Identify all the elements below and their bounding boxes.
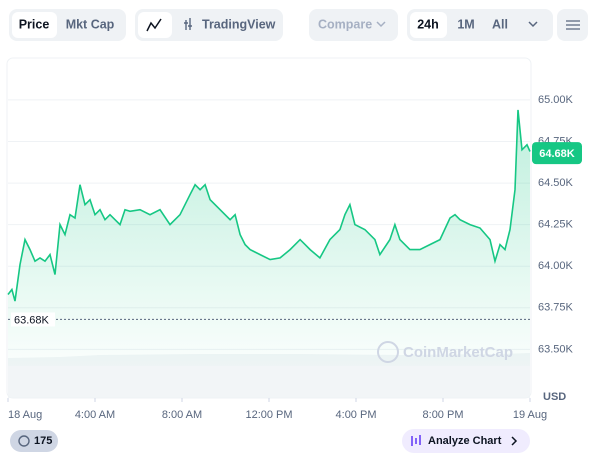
analyze-icon	[411, 435, 421, 446]
current-price-badge	[532, 142, 582, 165]
x-tick-label: 8:00 PM	[423, 409, 464, 421]
x-tick-label: 8:00 AM	[162, 409, 202, 421]
settings-icon	[566, 20, 580, 30]
compare-button[interactable]	[309, 9, 398, 41]
analyze-label[interactable]: Analyze Chart	[428, 435, 502, 447]
tradingview-label[interactable]: TradingView	[202, 17, 276, 31]
watermark-logo	[377, 341, 399, 363]
watermark: CoinMarketCap	[403, 344, 513, 361]
price-line	[7, 109, 531, 302]
x-tick-label: 19 Aug	[513, 409, 547, 421]
y-tick-label: 64.25K	[538, 219, 574, 231]
chart-type-group	[135, 9, 283, 41]
y-tick-label: 65.00K	[538, 94, 574, 106]
x-tick-label: 12:00 PM	[245, 409, 292, 421]
current-price-label: 64.68K	[539, 148, 575, 160]
range-24h[interactable]: 24h	[417, 17, 439, 31]
count-label[interactable]: 175	[34, 435, 52, 447]
range-all[interactable]: All	[492, 17, 508, 31]
price-label[interactable]: Price	[19, 17, 50, 31]
x-tick-label: 4:00 AM	[75, 409, 115, 421]
range-24h-button[interactable]	[410, 12, 447, 38]
plot: 63.50K63.75K64.00K64.25K64.50K64.75K65.0…	[7, 94, 582, 421]
price-button[interactable]	[12, 12, 57, 38]
line-icon	[146, 18, 162, 32]
y-tick-label: 64.50K	[538, 177, 574, 189]
range-chevron[interactable]	[528, 21, 538, 28]
candle-icon	[184, 18, 192, 30]
x-tick-label: 18 Aug	[8, 409, 42, 421]
analyze-chevron	[511, 436, 518, 446]
x-tick-label: 4:00 PM	[336, 409, 377, 421]
y-tick-label: 63.50K	[538, 343, 574, 355]
y-tick-label: 63.75K	[538, 302, 574, 314]
line-button[interactable]	[138, 12, 172, 38]
count-badge[interactable]	[10, 430, 58, 452]
analyze-button[interactable]	[402, 429, 530, 453]
chevron	[376, 21, 386, 28]
reference-label: 63.68K	[14, 314, 50, 326]
currency-label: USD	[543, 391, 566, 403]
range-1m[interactable]: 1M	[457, 17, 474, 31]
history-icon	[18, 435, 30, 447]
y-tick-label: 64.00K	[538, 260, 574, 272]
area-fill	[8, 109, 530, 367]
mkt-cap-label[interactable]: Mkt Cap	[66, 17, 115, 31]
compare-label[interactable]: Compare	[318, 17, 372, 31]
reference-label-bg	[11, 312, 55, 327]
